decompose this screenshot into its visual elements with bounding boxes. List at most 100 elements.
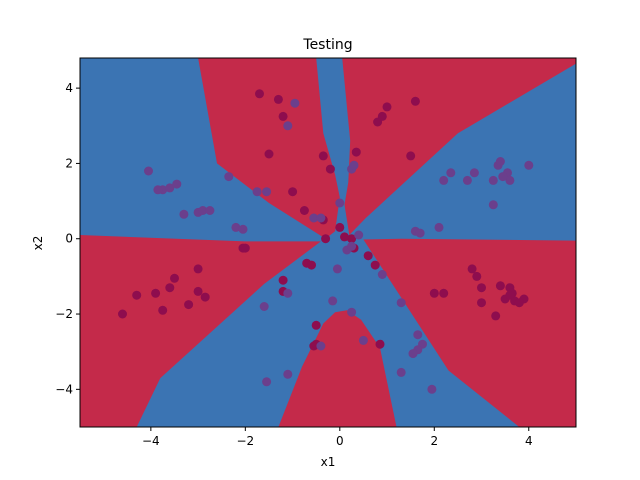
scatter-point — [205, 206, 215, 215]
scatter-point — [488, 175, 498, 185]
scatter-point — [415, 228, 425, 238]
scatter-point — [413, 330, 423, 340]
scatter-point — [278, 275, 288, 285]
scatter-point — [477, 298, 486, 308]
scatter-point — [198, 206, 208, 215]
scatter-point — [488, 200, 498, 210]
scatter-point — [299, 206, 309, 215]
scatter-point — [283, 288, 293, 298]
scatter-point — [396, 298, 406, 308]
y-tick-label: 4 — [65, 81, 73, 95]
scatter-point — [325, 164, 335, 174]
scatter-point — [231, 222, 241, 232]
scatter-point — [410, 96, 420, 106]
decision-regions — [80, 58, 576, 427]
scatter-point — [158, 305, 168, 315]
scatter-points — [118, 89, 534, 394]
scatter-point — [132, 290, 142, 300]
scatter-point — [347, 241, 357, 251]
scatter-point — [505, 290, 515, 300]
x-tick-label: 4 — [525, 434, 533, 448]
scatter-point — [321, 234, 331, 244]
scatter-point — [495, 281, 505, 291]
scatter-point — [495, 157, 505, 166]
scatter-point — [184, 300, 194, 310]
scatter-point — [259, 302, 269, 311]
region-red-4 — [363, 238, 576, 427]
scatter-point — [491, 311, 501, 321]
scatter-point — [347, 307, 357, 317]
scatter-point — [354, 230, 364, 240]
scatter-point — [165, 283, 175, 293]
scatter-point — [377, 270, 387, 279]
scatter-point — [349, 160, 359, 170]
scatter-point — [370, 260, 380, 270]
scatter-point — [351, 147, 361, 157]
scatter-point — [262, 377, 272, 387]
scatter-point — [335, 222, 345, 232]
scatter-point — [505, 175, 515, 185]
scatter-point — [396, 367, 406, 377]
y-tick-label: 2 — [65, 156, 73, 170]
scatter-point — [151, 288, 161, 298]
scatter-point — [363, 251, 373, 261]
scatter-point — [316, 213, 326, 223]
scatter-point — [462, 175, 472, 185]
scatter-point — [439, 288, 449, 298]
scatter-point — [172, 179, 182, 189]
scatter-point — [477, 283, 486, 293]
scatter-point — [328, 296, 338, 306]
region-red-1 — [198, 58, 340, 239]
scatter-point — [524, 160, 534, 170]
plot-frame — [79, 57, 577, 428]
scatter-point — [255, 89, 264, 99]
y-tick-label: −2 — [55, 307, 73, 321]
scatter-point — [309, 213, 319, 223]
scatter-point — [467, 264, 477, 274]
scatter-point — [408, 349, 418, 359]
y-tick-label: −4 — [55, 382, 73, 396]
scatter-point — [469, 168, 479, 178]
scatter-point — [200, 292, 210, 302]
scatter-point — [193, 264, 203, 274]
region-red-2 — [342, 58, 576, 235]
scatter-point — [179, 209, 189, 219]
scatter-point — [514, 298, 524, 308]
scatter-point — [252, 187, 262, 197]
y-axis-label: x2 — [31, 236, 45, 251]
scatter-point — [434, 222, 444, 232]
scatter-point — [278, 111, 288, 121]
scatter-point — [153, 185, 163, 195]
scatter-point — [446, 168, 456, 178]
y-tick-label: 0 — [65, 232, 73, 246]
scatter-point — [273, 94, 283, 104]
scatter-point — [224, 172, 234, 182]
scatter-point — [377, 111, 387, 121]
x-axis-ticks: −4 −2 0 2 4 — [142, 427, 533, 448]
x-tick-label: −2 — [236, 434, 254, 448]
scatter-point — [335, 198, 345, 208]
region-red-3 — [80, 235, 321, 427]
x-tick-label: −4 — [142, 434, 160, 448]
x-tick-label: 2 — [430, 434, 438, 448]
scatter-point — [193, 286, 203, 296]
plot-area — [80, 58, 576, 427]
scatter-point — [264, 149, 274, 159]
scatter-point — [382, 102, 392, 112]
y-axis-ticks: −4 −2 0 2 4 — [55, 81, 80, 396]
scatter-point — [427, 384, 437, 394]
scatter-point — [406, 151, 416, 161]
scatter-point — [288, 187, 298, 197]
chart-title: Testing — [302, 37, 352, 53]
scatter-point — [165, 183, 175, 193]
scatter-point — [238, 224, 248, 234]
scatter-point — [144, 166, 153, 176]
scatter-point — [340, 232, 349, 242]
scatter-point — [240, 243, 250, 253]
scatter-point — [429, 288, 439, 298]
scatter-point — [307, 260, 316, 270]
scatter-point — [262, 187, 272, 197]
scatter-point — [498, 172, 508, 182]
x-tick-label: 0 — [336, 434, 344, 448]
